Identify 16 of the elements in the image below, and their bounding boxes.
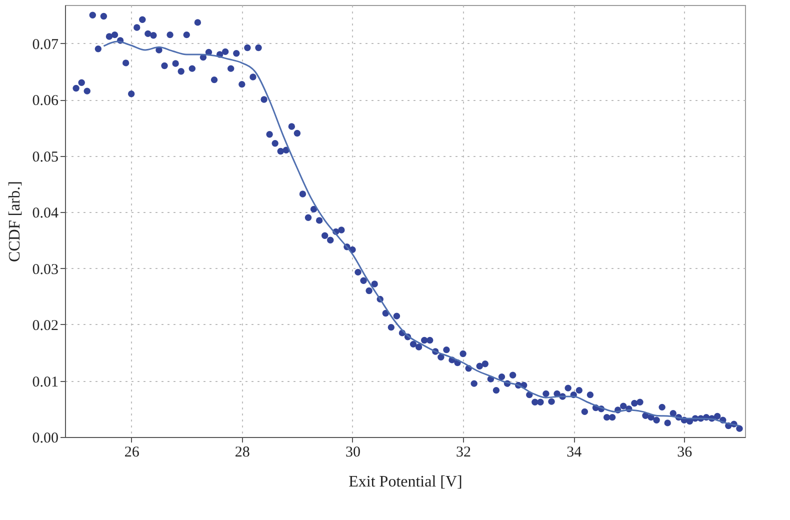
x-axis-title: Exit Potential [V] — [348, 474, 462, 490]
y-tick-label: 0.03 — [32, 262, 58, 278]
y-tick-label: 0.05 — [32, 149, 58, 166]
x-tick-label: 26 — [124, 444, 140, 460]
x-tick-label: 36 — [677, 444, 693, 460]
x-tick-label: 28 — [234, 444, 250, 460]
y-tick-label: 0.07 — [32, 36, 59, 53]
y-tick-label: 0.06 — [32, 93, 59, 109]
y-tick-label: 0.01 — [32, 374, 58, 390]
y-tick-label: 0.02 — [32, 318, 58, 334]
x-tick-label: 34 — [566, 444, 582, 460]
x-tick-label: 32 — [456, 444, 472, 460]
x-tick-label: 30 — [345, 444, 360, 460]
y-tick-label: 0.04 — [32, 206, 59, 222]
y-tick-label: 0.00 — [32, 430, 58, 446]
y-axis-title: CCDF [arb.] — [6, 181, 24, 262]
